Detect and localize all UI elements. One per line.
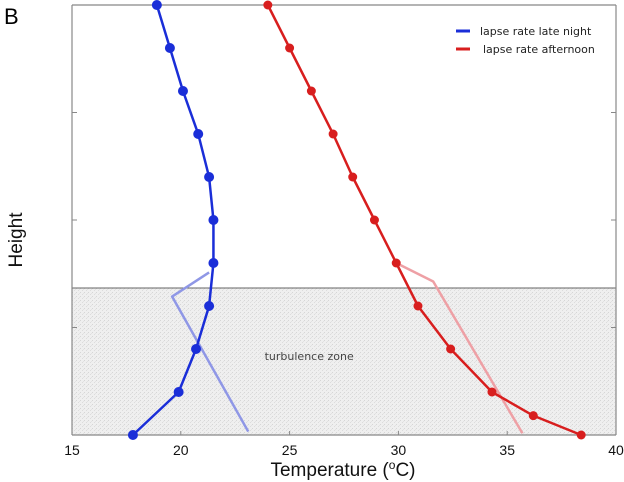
series-line-afternoon: [266, 4, 582, 437]
data-point: [263, 0, 273, 10]
x-tick-label: 30: [391, 442, 407, 458]
x-axis-label-sup: o: [389, 458, 396, 472]
reference-line: [170, 271, 250, 433]
data-point: [487, 387, 497, 397]
x-axis-label-unit: C): [395, 460, 415, 481]
data-point: [127, 430, 138, 440]
x-tick-label: 35: [499, 442, 515, 458]
data-point: [204, 172, 215, 182]
data-point: [173, 387, 184, 397]
data-point: [208, 258, 219, 268]
data-point: [413, 301, 423, 311]
x-tick-label: 20: [173, 442, 189, 458]
y-axis-ticks: [72, 112, 616, 328]
series-lines: [127, 0, 586, 440]
data-point: [191, 344, 202, 354]
data-point: [576, 430, 586, 440]
legend: lapse rate late night lapse rate afterno…: [456, 25, 595, 56]
data-point: [348, 172, 358, 182]
data-point: [204, 301, 215, 311]
x-axis-label: Temperature (oC): [270, 458, 415, 481]
panel-label: B: [4, 4, 19, 29]
data-point: [285, 43, 295, 53]
data-point: [177, 86, 188, 96]
data-point: [164, 43, 175, 53]
data-point: [446, 344, 456, 354]
turbulence-zone-label: turbulence zone: [265, 350, 354, 363]
legend-label-afternoon: lapse rate afternoon: [483, 43, 595, 56]
x-tick-label: 25: [282, 442, 298, 458]
data-point: [306, 86, 316, 96]
x-tick-label: 40: [608, 442, 624, 458]
x-axis-label-text: Temperature (: [270, 460, 389, 481]
y-axis-label: Height: [6, 212, 27, 268]
data-point: [391, 258, 401, 268]
data-point: [208, 215, 219, 225]
data-point: [151, 0, 162, 10]
reference-line: [395, 261, 524, 434]
data-point: [369, 215, 379, 225]
x-tick-label: 15: [64, 442, 80, 458]
data-point: [193, 129, 204, 139]
data-point: [328, 129, 338, 139]
x-axis-ticks: 15 20 25 30 35 40: [64, 431, 624, 458]
data-point: [528, 411, 538, 421]
legend-label-night: lapse rate late night: [480, 25, 592, 38]
